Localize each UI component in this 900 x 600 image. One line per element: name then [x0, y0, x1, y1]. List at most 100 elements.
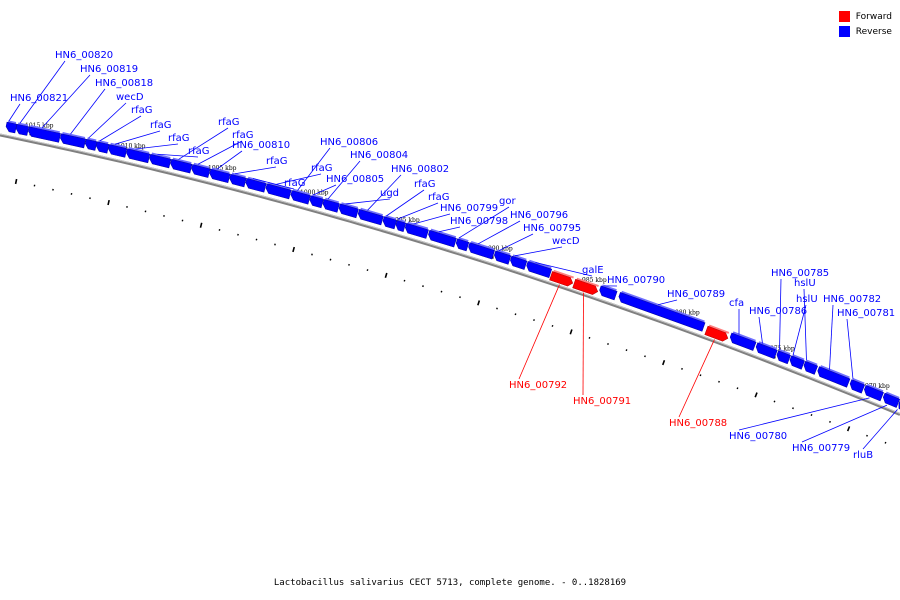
- gene-feature[interactable]: [190, 162, 211, 178]
- gene-label: HN6_00806: [320, 137, 378, 148]
- gene-bevel: [30, 125, 61, 134]
- gene-feature[interactable]: [775, 349, 791, 365]
- gc-dash: [569, 329, 573, 335]
- gene-feature[interactable]: [95, 140, 110, 154]
- gene-feature[interactable]: [897, 398, 900, 411]
- gene-leader-line: [779, 278, 782, 351]
- gene-feature[interactable]: [15, 122, 30, 136]
- gene-feature[interactable]: [882, 391, 900, 408]
- gene-leader-line: [792, 304, 807, 356]
- gene-feature[interactable]: [148, 152, 172, 169]
- gene-leader-line: [397, 202, 439, 220]
- gene-feature[interactable]: [322, 197, 340, 213]
- reverse-gene-shape: [126, 148, 151, 164]
- gene-feature[interactable]: [549, 269, 575, 288]
- gene-feature[interactable]: [170, 157, 193, 174]
- gene-feature[interactable]: [493, 249, 512, 265]
- gene-leader-line: [157, 153, 199, 158]
- gene-feature[interactable]: [848, 378, 866, 394]
- gene-leader-line: [19, 60, 66, 124]
- gene-feature[interactable]: [5, 120, 18, 134]
- gene-bevel: [128, 147, 150, 154]
- gene-bevel: [621, 290, 705, 323]
- gene-feature[interactable]: [229, 172, 247, 188]
- gene-label: HN6_00810: [232, 140, 290, 151]
- gene-feature[interactable]: [525, 259, 553, 279]
- gene-label: HN6_00795: [523, 223, 581, 234]
- gene-label: rfaG: [218, 117, 240, 128]
- gene-feature[interactable]: [467, 241, 495, 260]
- tick-label: 970 kbp: [865, 383, 890, 390]
- gene-feature[interactable]: [572, 277, 600, 295]
- gene-bevel: [98, 140, 109, 145]
- gene-leader-line: [197, 140, 243, 165]
- gene-bevel: [62, 131, 86, 139]
- gene-label: rfaG: [150, 120, 172, 131]
- gene-feature[interactable]: [290, 188, 311, 205]
- gene-feature[interactable]: [617, 290, 706, 332]
- gene-bevel: [172, 157, 192, 165]
- gene-feature[interactable]: [788, 354, 805, 370]
- gene-feature[interactable]: [338, 202, 359, 219]
- reverse-gene-shape: [322, 199, 340, 213]
- genome-caption: Lactobacillus salivarius CECT 5713, comp…: [273, 578, 627, 588]
- gene-label: HN6_00805: [326, 174, 384, 185]
- gene-bevel: [866, 383, 884, 393]
- gc-dot: [792, 407, 794, 410]
- gene-leader-line: [8, 103, 21, 122]
- gene-label: ugd: [380, 188, 399, 199]
- gene-feature[interactable]: [598, 284, 618, 301]
- gene-label: HN6_00796: [510, 210, 568, 221]
- gene-feature[interactable]: [382, 214, 398, 230]
- gc-dot: [181, 219, 184, 222]
- gene-feature[interactable]: [509, 254, 528, 270]
- reverse-gene-shape: [309, 195, 324, 209]
- gene-feature[interactable]: [754, 341, 778, 359]
- gene-label: cfa: [729, 298, 744, 309]
- gene-label: rluB: [853, 450, 873, 461]
- gene-bevel: [325, 197, 340, 204]
- gene-feature[interactable]: [816, 365, 851, 388]
- gene-bevel: [852, 378, 865, 385]
- reverse-gene-shape: [776, 350, 791, 365]
- reverse-gene-shape: [149, 153, 172, 169]
- reverse-gene-shape: [849, 379, 866, 394]
- gene-feature[interactable]: [309, 194, 324, 209]
- gene-feature[interactable]: [704, 324, 730, 342]
- gene-feature[interactable]: [245, 176, 267, 193]
- gene-bevel: [458, 237, 469, 243]
- gc-dash: [199, 222, 203, 228]
- gene-leader-line: [345, 198, 391, 205]
- gene-feature[interactable]: [107, 142, 128, 158]
- gene-leader-line: [535, 262, 593, 277]
- gene-label: rfaG: [188, 146, 210, 157]
- reverse-gene-shape: [229, 173, 247, 188]
- gene-bevel: [211, 167, 230, 174]
- gene-feature[interactable]: [455, 237, 470, 252]
- gene-feature[interactable]: [802, 359, 819, 375]
- backbone-line: [0, 133, 900, 416]
- gene-feature[interactable]: [863, 383, 885, 402]
- gene-features: [5, 120, 900, 411]
- gene-label: HN6_00804: [350, 150, 408, 161]
- gene-feature[interactable]: [427, 228, 457, 248]
- gene-feature[interactable]: [404, 221, 429, 239]
- gene-bevel: [820, 365, 850, 379]
- gene-feature[interactable]: [395, 218, 407, 232]
- gene-feature[interactable]: [729, 331, 757, 351]
- gene-feature[interactable]: [125, 147, 151, 164]
- gene-label: rfaG: [428, 192, 450, 203]
- gene-leader-line: [327, 160, 361, 200]
- gene-feature[interactable]: [209, 167, 231, 184]
- gene-leader-line: [99, 115, 142, 142]
- legend-label-forward: Forward: [855, 11, 892, 22]
- genome-backbone: [0, 133, 900, 416]
- reverse-gene-shape: [817, 366, 851, 388]
- gene-feature[interactable]: [357, 207, 384, 226]
- gc-dot: [829, 420, 831, 423]
- gene-leader-line: [862, 409, 898, 450]
- gene-feature[interactable]: [27, 125, 61, 143]
- gene-bevel: [885, 391, 900, 399]
- gene-feature[interactable]: [84, 137, 98, 151]
- gene-feature[interactable]: [59, 131, 87, 149]
